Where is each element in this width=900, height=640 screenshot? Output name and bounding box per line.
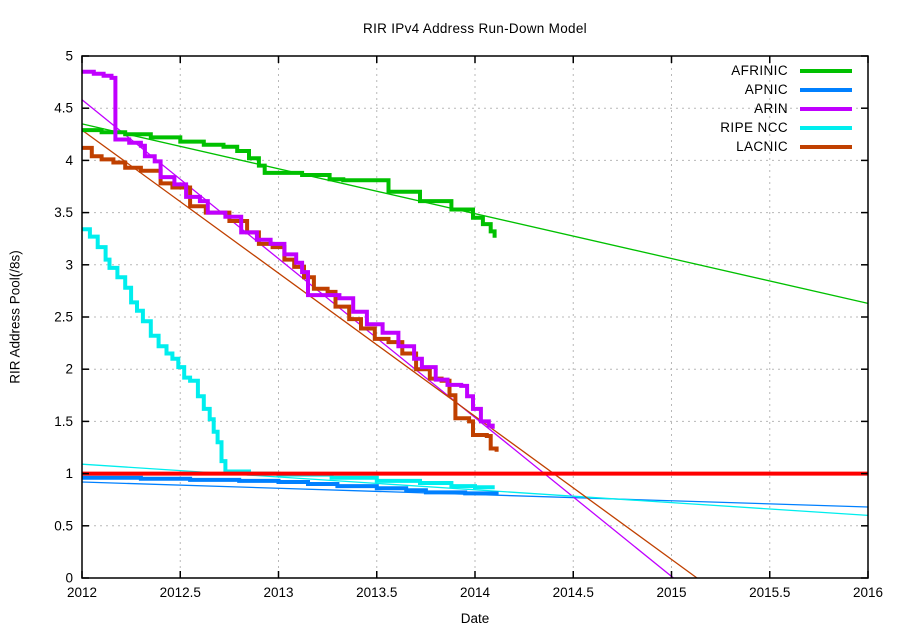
svg-text:2014.5: 2014.5 (553, 585, 594, 600)
legend-line-sample (800, 87, 852, 92)
svg-text:2015.5: 2015.5 (749, 585, 790, 600)
legend-line-sample (800, 125, 852, 130)
chart-title: RIR IPv4 Address Run-Down Model (363, 21, 587, 36)
svg-text:4: 4 (65, 153, 73, 168)
legend-item-ripencc: RIPE NCC (720, 118, 852, 137)
svg-text:3: 3 (65, 257, 73, 272)
x-tick-labels: 2012 2012.5 2013 2013.5 2014 2014.5 2015 2015.5… (67, 585, 883, 600)
svg-text:0.5: 0.5 (54, 518, 73, 533)
legend: AFRINIC APNIC ARIN RIPE NCC LACNIC (720, 61, 852, 156)
legend-line-sample (800, 144, 852, 149)
legend-label: RIPE NCC (720, 120, 788, 135)
svg-text:2012: 2012 (67, 585, 97, 600)
legend-label: APNIC (744, 82, 788, 97)
legend-label: AFRINIC (731, 63, 788, 78)
legend-label: LACNIC (736, 139, 788, 154)
y-axis-label: RIR Address Pool(/8s) (7, 250, 23, 384)
svg-text:4.5: 4.5 (54, 101, 73, 116)
svg-text:1: 1 (65, 466, 73, 481)
series-arin (82, 69, 495, 429)
svg-text:2012.5: 2012.5 (160, 585, 201, 600)
svg-text:2013.5: 2013.5 (356, 585, 397, 600)
series-afrinic (82, 128, 497, 238)
tick-marks (81, 55, 869, 579)
svg-text:5: 5 (65, 49, 73, 64)
svg-text:2014: 2014 (460, 585, 491, 600)
svg-text:2016: 2016 (853, 585, 883, 600)
series-apnic (82, 475, 499, 496)
legend-item-afrinic: AFRINIC (720, 61, 852, 80)
svg-text:1.5: 1.5 (54, 414, 73, 429)
legend-line-sample (800, 68, 852, 73)
svg-text:3.5: 3.5 (54, 205, 73, 220)
legend-label: ARIN (754, 101, 788, 116)
y-tick-labels: 0 0.5 1 1.5 2 2.5 3 3.5 4 4.5 5 (54, 49, 73, 586)
series-ripe-ncc (82, 227, 495, 490)
x-axis-label: Date (460, 611, 490, 626)
series-lacnic (82, 145, 499, 452)
legend-item-apnic: APNIC (720, 80, 852, 99)
svg-text:2: 2 (65, 362, 73, 377)
svg-text:2015: 2015 (656, 585, 686, 600)
svg-text:2013: 2013 (263, 585, 293, 600)
legend-line-sample (800, 106, 852, 111)
svg-text:2.5: 2.5 (54, 310, 73, 325)
svg-text:0: 0 (65, 571, 73, 586)
legend-item-lacnic: LACNIC (720, 137, 852, 156)
series-lacnic-model (81, 129, 698, 579)
legend-item-arin: ARIN (720, 99, 852, 118)
